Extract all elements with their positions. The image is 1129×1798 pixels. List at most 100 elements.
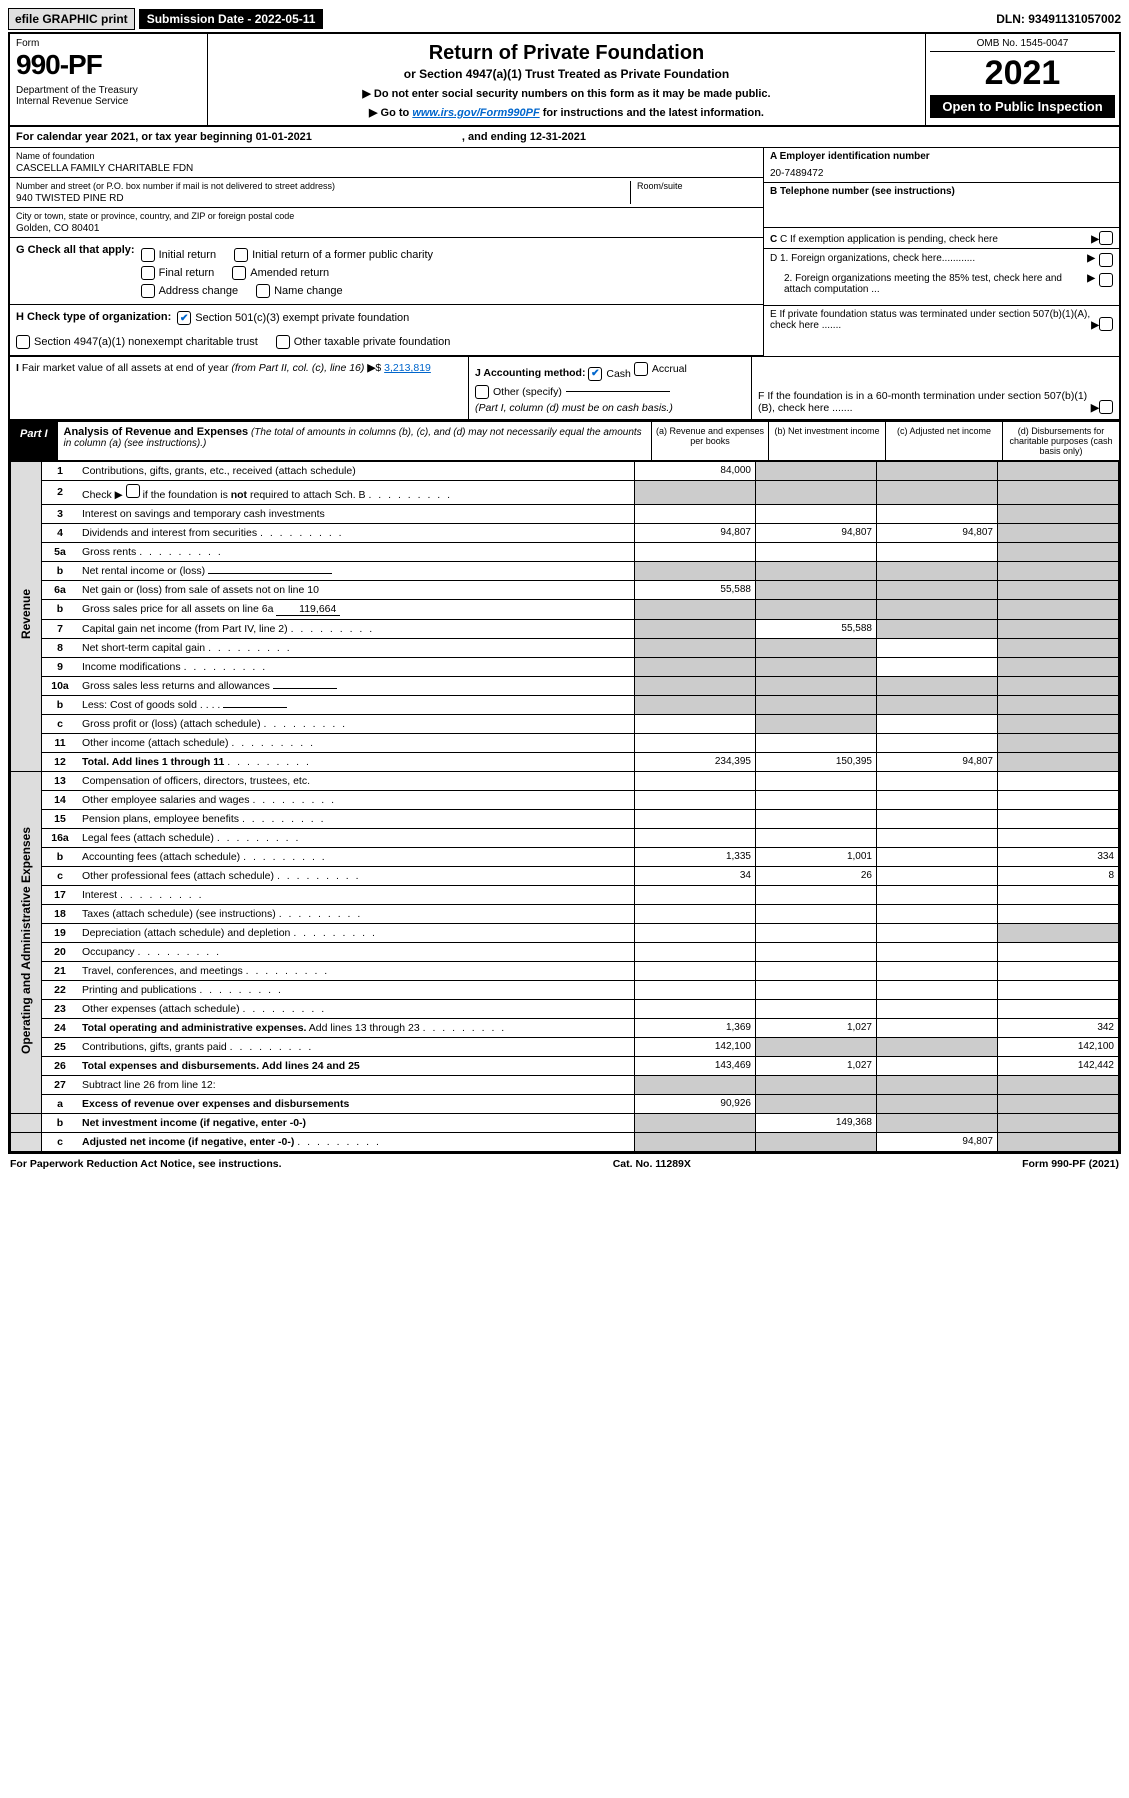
table-row: cOther professional fees (attach schedul… bbox=[11, 866, 1119, 885]
irs-link[interactable]: www.irs.gov/Form990PF bbox=[412, 107, 539, 119]
note-post: for instructions and the latest informat… bbox=[540, 107, 764, 119]
table-row: 21Travel, conferences, and meetings bbox=[11, 961, 1119, 980]
table-row: 16aLegal fees (attach schedule) bbox=[11, 828, 1119, 847]
analysis-table: Revenue 1 Contributions, gifts, grants, … bbox=[10, 461, 1119, 1152]
cal-end: , and ending 12-31-2021 bbox=[462, 131, 586, 143]
tax-year: 2021 bbox=[930, 54, 1115, 93]
fmv-value[interactable]: 3,213,819 bbox=[384, 362, 431, 374]
ein-value: 20-7489472 bbox=[770, 168, 1113, 179]
city-label: City or town, state or province, country… bbox=[16, 211, 757, 221]
submission-date: Submission Date - 2022-05-11 bbox=[139, 9, 324, 29]
cal-begin: For calendar year 2021, or tax year begi… bbox=[16, 131, 312, 143]
table-row: bAccounting fees (attach schedule) 1,335… bbox=[11, 847, 1119, 866]
ein-label: A Employer identification number bbox=[770, 151, 930, 162]
chk-label: Other taxable private foundation bbox=[294, 336, 451, 348]
d1-label: D 1. Foreign organizations, check here..… bbox=[770, 253, 1083, 264]
table-row: 20Occupancy bbox=[11, 942, 1119, 961]
table-row: 3Interest on savings and temporary cash … bbox=[11, 504, 1119, 523]
chk-501c3[interactable]: Section 501(c)(3) exempt private foundat… bbox=[177, 311, 409, 325]
chk-f[interactable] bbox=[1099, 400, 1113, 414]
table-row: bLess: Cost of goods sold . . . . bbox=[11, 695, 1119, 714]
note-ssn: ▶ Do not enter social security numbers o… bbox=[214, 87, 919, 100]
chk-name-change[interactable]: Name change bbox=[256, 284, 343, 298]
table-row: 4Dividends and interest from securities … bbox=[11, 523, 1119, 542]
table-row: 7Capital gain net income (from Part IV, … bbox=[11, 619, 1119, 638]
line-desc: Contributions, gifts, grants, etc., rece… bbox=[78, 461, 635, 480]
chk-schb[interactable] bbox=[126, 484, 140, 498]
chk-label: Address change bbox=[159, 285, 239, 297]
name-label: Name of foundation bbox=[16, 151, 757, 161]
chk-c[interactable] bbox=[1099, 231, 1113, 245]
department: Department of the Treasury Internal Reve… bbox=[16, 85, 201, 107]
d2-label: 2. Foreign organizations meeting the 85%… bbox=[770, 273, 1083, 295]
col-c-head: (c) Adjusted net income bbox=[885, 422, 1002, 460]
form-subtitle: or Section 4947(a)(1) Trust Treated as P… bbox=[214, 67, 919, 81]
addr-label: Number and street (or P.O. box number if… bbox=[16, 181, 630, 191]
table-row: 24Total operating and administrative exp… bbox=[11, 1018, 1119, 1037]
form-title: Return of Private Foundation bbox=[214, 42, 919, 65]
c-label: C C If exemption application is pending,… bbox=[770, 234, 1091, 245]
table-row: bNet investment income (if negative, ent… bbox=[11, 1113, 1119, 1132]
table-row: 14Other employee salaries and wages bbox=[11, 790, 1119, 809]
table-row: 26Total expenses and disbursements. Add … bbox=[11, 1056, 1119, 1075]
chk-other-method[interactable]: Other (specify) bbox=[475, 385, 670, 399]
phone-label: B Telephone number (see instructions) bbox=[770, 186, 955, 197]
chk-d2[interactable] bbox=[1099, 273, 1113, 287]
chk-other-taxable[interactable]: Other taxable private foundation bbox=[276, 335, 451, 349]
footer-right: Form 990-PF (2021) bbox=[1022, 1158, 1119, 1170]
chk-label: Section 4947(a)(1) nonexempt charitable … bbox=[34, 336, 258, 348]
efile-button[interactable]: efile GRAPHIC print bbox=[8, 8, 135, 30]
footer-left: For Paperwork Reduction Act Notice, see … bbox=[10, 1158, 282, 1170]
table-row: 18Taxes (attach schedule) (see instructi… bbox=[11, 904, 1119, 923]
i-label: I Fair market value of all assets at end… bbox=[16, 362, 364, 374]
table-row: 2Check ▶ if the foundation is not requir… bbox=[11, 480, 1119, 504]
table-row: 12Total. Add lines 1 through 11 234,3951… bbox=[11, 752, 1119, 771]
side-expenses: Operating and Administrative Expenses bbox=[19, 827, 33, 1054]
table-row: cGross profit or (loss) (attach schedule… bbox=[11, 714, 1119, 733]
foundation-name: CASCELLA FAMILY CHARITABLE FDN bbox=[16, 163, 757, 174]
j-note: (Part I, column (d) must be on cash basi… bbox=[475, 402, 673, 414]
chk-label: Name change bbox=[274, 285, 343, 297]
chk-cash[interactable]: Cash bbox=[588, 367, 631, 381]
calendar-year-row: For calendar year 2021, or tax year begi… bbox=[10, 127, 1119, 148]
chk-label: Cash bbox=[606, 368, 631, 380]
arrow-icon: ▶ bbox=[1091, 234, 1099, 245]
chk-final-return[interactable]: Final return bbox=[141, 266, 215, 280]
chk-initial-return[interactable]: Initial return bbox=[141, 248, 216, 262]
foundation-city: Golden, CO 80401 bbox=[16, 223, 757, 234]
col-a-head: (a) Revenue and expenses per books bbox=[651, 422, 768, 460]
table-row: 19Depreciation (attach schedule) and dep… bbox=[11, 923, 1119, 942]
form-header: Form 990-PF Department of the Treasury I… bbox=[10, 34, 1119, 127]
c-text: C If exemption application is pending, c… bbox=[780, 234, 998, 245]
f-label: F If the foundation is in a 60-month ter… bbox=[758, 390, 1091, 414]
table-row: 9Income modifications bbox=[11, 657, 1119, 676]
table-row: 23Other expenses (attach schedule) bbox=[11, 999, 1119, 1018]
chk-initial-former[interactable]: Initial return of a former public charit… bbox=[234, 248, 433, 262]
top-bar: efile GRAPHIC print Submission Date - 20… bbox=[8, 8, 1121, 30]
col-d-head: (d) Disbursements for charitable purpose… bbox=[1002, 422, 1119, 460]
part1-title: Analysis of Revenue and Expenses bbox=[64, 426, 249, 438]
table-row: Operating and Administrative Expenses 13… bbox=[11, 771, 1119, 790]
table-row: cAdjusted net income (if negative, enter… bbox=[11, 1132, 1119, 1151]
table-row: bNet rental income or (loss) bbox=[11, 561, 1119, 580]
table-row: 17Interest bbox=[11, 885, 1119, 904]
chk-d1[interactable] bbox=[1099, 253, 1113, 267]
chk-e[interactable] bbox=[1099, 317, 1113, 331]
room-label: Room/suite bbox=[637, 181, 757, 191]
chk-label: Section 501(c)(3) exempt private foundat… bbox=[195, 312, 409, 324]
table-row: 25Contributions, gifts, grants paid 142,… bbox=[11, 1037, 1119, 1056]
chk-address-change[interactable]: Address change bbox=[141, 284, 239, 298]
chk-label: Final return bbox=[159, 267, 215, 279]
h-label: H Check type of organization: bbox=[16, 311, 171, 323]
chk-accrual[interactable]: Accrual bbox=[634, 362, 687, 376]
table-row: 15Pension plans, employee benefits bbox=[11, 809, 1119, 828]
part1-header: Part I Analysis of Revenue and Expenses … bbox=[10, 420, 1119, 461]
row-ijf: I Fair market value of all assets at end… bbox=[10, 357, 1119, 420]
omb-number: OMB No. 1545-0047 bbox=[930, 38, 1115, 52]
note-pre: ▶ Go to bbox=[369, 107, 412, 119]
chk-amended[interactable]: Amended return bbox=[232, 266, 329, 280]
foundation-addr: 940 TWISTED PINE RD bbox=[16, 193, 630, 204]
g-label: G Check all that apply: bbox=[16, 244, 135, 256]
table-row: 8Net short-term capital gain bbox=[11, 638, 1119, 657]
chk-4947[interactable]: Section 4947(a)(1) nonexempt charitable … bbox=[16, 335, 258, 349]
